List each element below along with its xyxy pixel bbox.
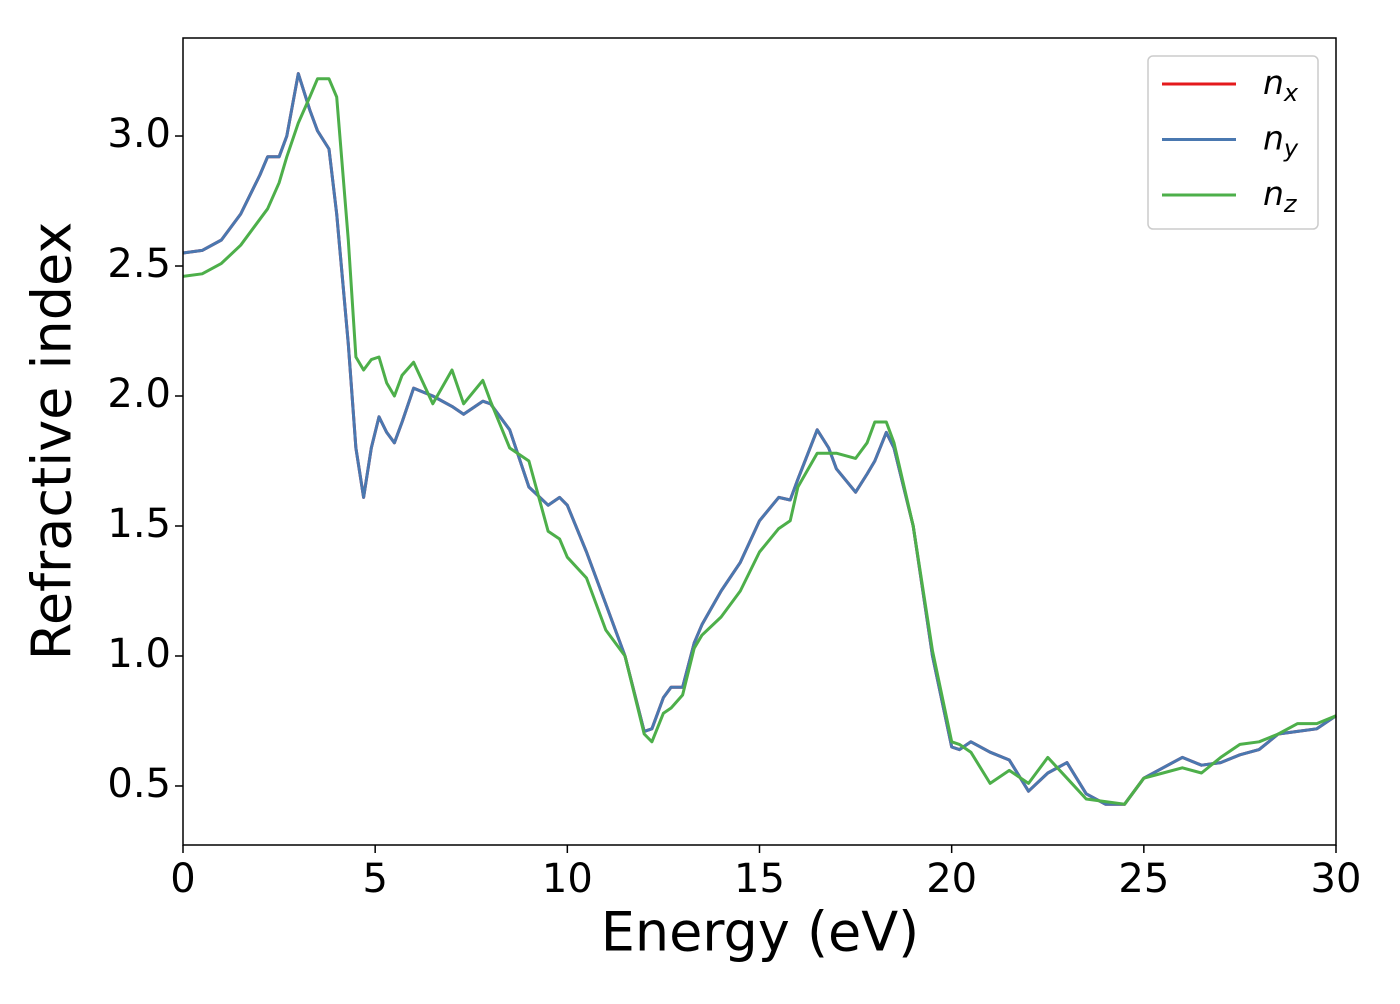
x-tick-label: 0 xyxy=(170,856,195,902)
legend-label: ny xyxy=(1263,118,1299,163)
y-tick-label: 3.0 xyxy=(107,111,171,157)
legend-label-sub: x xyxy=(1283,79,1299,107)
legend-label: nx xyxy=(1263,63,1299,108)
legend-label: nz xyxy=(1263,174,1298,219)
series-line xyxy=(182,72,1337,806)
x-tick-label: 15 xyxy=(734,856,785,902)
y-tick-label: 2.0 xyxy=(107,371,171,417)
series-line xyxy=(182,77,1337,806)
x-tick-label: 20 xyxy=(926,856,977,902)
y-tick-label: 2.5 xyxy=(107,241,171,287)
x-tick-label: 25 xyxy=(1118,856,1169,902)
y-tick-label: 0.5 xyxy=(107,761,171,807)
legend-box xyxy=(1147,55,1319,230)
legend-label-sub: z xyxy=(1283,190,1298,218)
legend-label-base: n xyxy=(1263,63,1284,102)
x-tick-label: 5 xyxy=(362,856,387,902)
x-axis-label: Energy (eV) xyxy=(601,901,920,964)
legend-label-sub: y xyxy=(1283,135,1299,163)
y-axis-label: Refractive index xyxy=(21,222,84,661)
y-tick-label: 1.0 xyxy=(107,631,171,677)
plot-frame xyxy=(182,37,1337,846)
legend-label-base: n xyxy=(1263,174,1284,213)
legend-label-base: n xyxy=(1263,118,1284,157)
y-tick-label: 1.5 xyxy=(107,501,171,547)
x-tick-label: 10 xyxy=(542,856,593,902)
x-tick-label: 30 xyxy=(1311,856,1362,902)
